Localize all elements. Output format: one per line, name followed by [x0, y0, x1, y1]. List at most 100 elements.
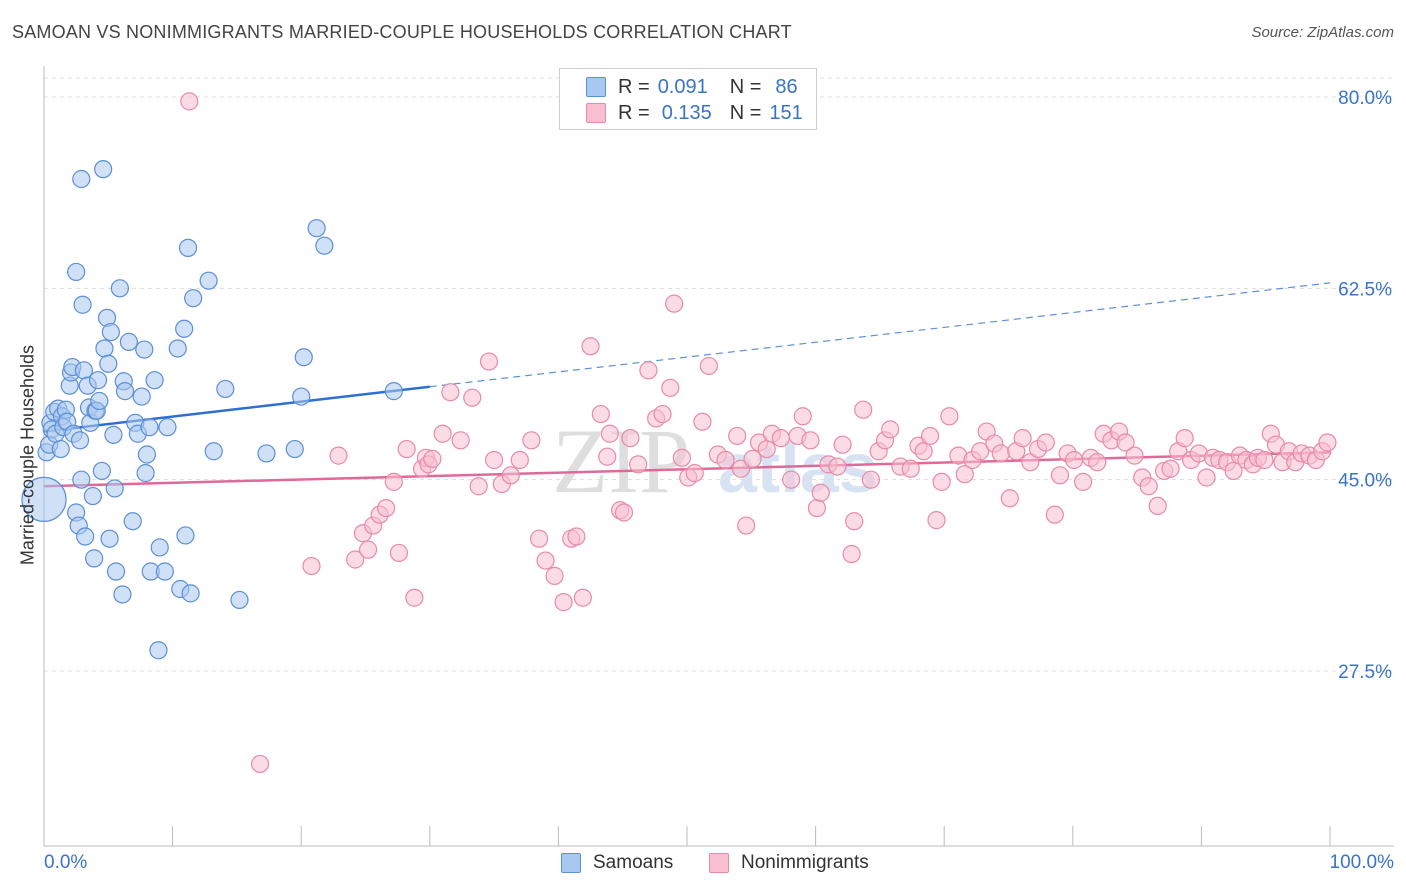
data-point-samoans [72, 470, 91, 489]
legend-item-nonimmigrants[interactable]: Nonimmigrants [709, 852, 869, 874]
data-point-samoans [155, 562, 174, 581]
y-tick-label: 45.0% [1338, 471, 1392, 492]
data-point-nonimmigrants [731, 459, 751, 478]
data-point-nonimmigrants [728, 426, 747, 446]
data-point-nonimmigrants [771, 429, 790, 448]
y-tick-label: 80.0% [1338, 88, 1392, 109]
data-point-nonimmigrants [716, 450, 735, 470]
data-point-nonimmigrants [581, 337, 600, 356]
data-point-samoans [95, 339, 114, 358]
data-point-nonimmigrants [536, 551, 555, 570]
data-point-nonimmigrants [1000, 489, 1019, 508]
legend-swatch-samoans [561, 853, 581, 873]
data-point-samoans [230, 590, 249, 610]
trend-line-samoans [43, 385, 430, 433]
legend-row-nonimmigrants: R = 0.135 N = 151 [586, 101, 803, 125]
data-point-nonimmigrants [384, 472, 403, 491]
data-point-nonimmigrants [653, 404, 672, 424]
data-point-nonimmigrants [567, 527, 586, 546]
data-point-nonimmigrants [842, 544, 861, 564]
data-point-samoans [76, 527, 95, 546]
data-point-nonimmigrants [914, 442, 933, 461]
data-point-samoans [99, 354, 118, 373]
data-point-samoans [135, 340, 154, 359]
data-point-nonimmigrants [441, 383, 460, 402]
data-point-samoans [92, 461, 111, 481]
data-point-samoans [178, 238, 198, 257]
data-point-samoans [85, 549, 104, 568]
data-point-nonimmigrants [250, 754, 270, 774]
x-tick-label-max: 100.0% [1329, 852, 1394, 873]
data-point-samoans [113, 585, 132, 604]
data-point-samoans [73, 295, 92, 314]
data-point-nonimmigrants [180, 92, 199, 111]
data-point-nonimmigrants [1013, 429, 1032, 448]
data-point-samoans [90, 391, 109, 411]
data-point-samoans [176, 526, 195, 545]
data-point-nonimmigrants [397, 439, 416, 459]
data-point-nonimmigrants [591, 404, 610, 424]
data-point-nonimmigrants [639, 361, 658, 380]
data-point-samoans [132, 387, 151, 406]
data-point-nonimmigrants [661, 378, 680, 397]
data-point-samoans [149, 641, 168, 660]
data-point-nonimmigrants [1139, 477, 1158, 496]
legend-swatch-samoans [586, 77, 606, 97]
data-point-nonimmigrants [405, 588, 424, 607]
x-tick-label-min: 0.0% [44, 852, 88, 873]
chart-title: SAMOAN VS NONIMMIGRANTS MARRIED-COUPLE H… [12, 22, 792, 42]
data-point-nonimmigrants [927, 511, 946, 530]
data-point-nonimmigrants [1224, 461, 1243, 481]
data-points [21, 92, 1337, 774]
data-point-nonimmigrants [1175, 429, 1194, 448]
data-point-nonimmigrants [743, 449, 762, 468]
y-tick-label: 62.5% [1338, 279, 1392, 300]
data-point-nonimmigrants [1036, 433, 1055, 452]
data-point-samoans [150, 538, 169, 557]
data-point-nonimmigrants [861, 470, 880, 489]
data-point-samoans [140, 418, 159, 437]
data-point-samoans [136, 464, 155, 483]
data-point-samoans [104, 425, 123, 444]
legend-label-nonimmigrants: Nonimmigrants [741, 852, 869, 873]
data-point-samoans [216, 379, 235, 399]
data-point-nonimmigrants [485, 450, 504, 470]
data-point-nonimmigrants [737, 516, 756, 535]
data-point-nonimmigrants [530, 529, 549, 548]
data-point-nonimmigrants [1116, 433, 1135, 452]
data-point-nonimmigrants [1255, 450, 1274, 470]
legend-item-samoans[interactable]: Samoans [561, 852, 673, 874]
legend-swatch-nonimmigrants [709, 853, 729, 873]
data-point-nonimmigrants [955, 465, 974, 484]
legend-n-label: N = [729, 101, 762, 124]
data-point-nonimmigrants [479, 352, 499, 371]
data-point-nonimmigrants [545, 566, 564, 585]
data-point-samoans [101, 322, 120, 342]
data-point-nonimmigrants [302, 556, 321, 576]
legend-r-label: R = [618, 75, 650, 98]
watermark-zip: ZIP [552, 410, 690, 512]
data-point-nonimmigrants [451, 431, 470, 450]
data-point-nonimmigrants [971, 442, 990, 461]
data-point-nonimmigrants [1125, 446, 1144, 465]
data-point-nonimmigrants [389, 543, 409, 563]
data-point-nonimmigrants [469, 477, 488, 496]
data-point-samoans [119, 332, 138, 352]
data-point-nonimmigrants [358, 540, 378, 559]
data-point-samoans [67, 262, 86, 282]
legend-row-samoans: R = 0.091 N = 86 [586, 75, 798, 99]
data-point-samoans [257, 444, 276, 463]
data-point-samoans [175, 319, 194, 338]
data-point-nonimmigrants [801, 431, 820, 450]
data-point-samoans [123, 512, 142, 531]
data-point-nonimmigrants [501, 466, 520, 485]
data-point-nonimmigrants [554, 593, 573, 612]
data-point-samoans [137, 445, 156, 464]
data-point-nonimmigrants [423, 449, 442, 468]
data-point-samoans [315, 236, 334, 255]
data-point-nonimmigrants [573, 588, 592, 607]
grid-lines [44, 77, 1394, 672]
data-point-nonimmigrants [510, 450, 529, 470]
data-point-nonimmigrants [811, 483, 830, 502]
